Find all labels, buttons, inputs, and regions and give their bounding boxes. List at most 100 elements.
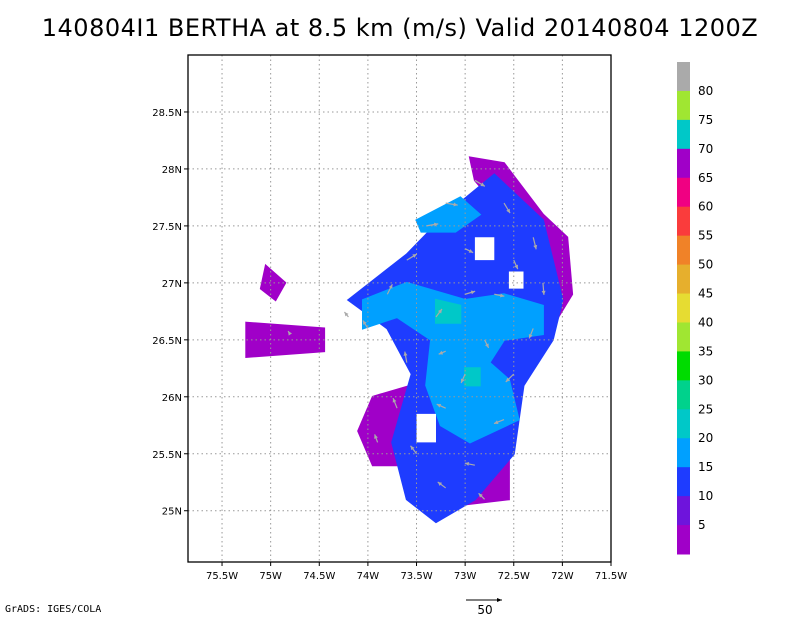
- colorbar-label: 5: [698, 518, 706, 532]
- x-tick-label: 75.5W: [206, 571, 238, 582]
- y-tick-label: 28N: [162, 165, 182, 176]
- colorbar-segment: [677, 293, 690, 323]
- wind-region-teal: [464, 367, 481, 387]
- y-tick-label: 28.5N: [152, 108, 182, 119]
- wind-speed-shading: [245, 156, 574, 524]
- colorbar-segment: [677, 235, 690, 266]
- y-tick-label: 26N: [162, 393, 182, 404]
- colorbar-label: 60: [698, 200, 713, 214]
- colorbar-label: 80: [698, 84, 713, 98]
- colorbar-segment: [677, 148, 690, 179]
- colorbar-label: 15: [698, 460, 713, 474]
- wind-vector: [406, 253, 418, 261]
- wind-vector: [484, 339, 490, 349]
- colorbar-segment: [677, 409, 690, 439]
- colorbar-label: 35: [698, 344, 713, 358]
- colorbar-segment: [677, 438, 690, 468]
- colorbar-segment: [677, 467, 690, 497]
- wind-region-light-blue: [415, 196, 482, 233]
- wind-vectors: [287, 179, 546, 500]
- y-tick-label: 27N: [162, 279, 182, 290]
- wind-vector: [374, 434, 379, 443]
- missing-data-hole: [416, 413, 436, 443]
- x-tick-label: 72.5W: [498, 571, 530, 582]
- y-tick-label: 26.5N: [152, 336, 182, 347]
- wind-vector: [445, 202, 458, 207]
- colorbar-label: 20: [698, 431, 713, 445]
- colorbar-segment: [677, 90, 690, 121]
- wind-vector: [438, 350, 446, 355]
- colorbar-segment: [677, 525, 690, 555]
- colorbar-label: 65: [698, 171, 713, 185]
- x-tick-label: 75W: [259, 571, 282, 582]
- wind-vector: [464, 290, 476, 295]
- wind-vector: [437, 481, 447, 489]
- wind-vector: [362, 320, 369, 329]
- colorbar-segment: [677, 119, 690, 150]
- wind-vector: [474, 179, 486, 187]
- colorbar-label: 50: [698, 258, 713, 272]
- y-axis-ticks: 25N 25.5N 26N 26.5N 27N 27.5N 28N 28.5N: [152, 108, 188, 518]
- x-tick-label: 72W: [551, 571, 574, 582]
- missing-data-holes: [416, 237, 524, 443]
- chart-title: 140804I1 BERTHA at 8.5 km (m/s) Valid 20…: [41, 14, 759, 42]
- colorbar-segment: [677, 62, 690, 92]
- wind-vector: [541, 282, 546, 295]
- wind-vector: [410, 445, 417, 455]
- wind-vector: [532, 237, 538, 250]
- colorbar-label: 70: [698, 142, 713, 156]
- grads-credit: GrADS: IGES/COLA: [5, 604, 102, 615]
- colorbar-segment: [677, 496, 690, 526]
- wind-vector: [464, 461, 475, 466]
- colorbar-segment: [677, 380, 690, 410]
- colorbar-segment: [677, 351, 690, 381]
- wind-region-purple: [259, 263, 287, 302]
- y-tick-label: 25.5N: [152, 450, 182, 461]
- wind-vector: [464, 248, 474, 254]
- x-axis-ticks: 75.5W 75W 74.5W 74W 73.5W 73W 72.5W 72W 71.5W: [206, 562, 627, 582]
- colorbar-label: 10: [698, 489, 713, 503]
- reference-vector: 50: [466, 598, 502, 617]
- wind-vector: [436, 403, 446, 409]
- colorbar-label: 55: [698, 229, 713, 243]
- lat-lon-grid: [188, 55, 611, 562]
- x-tick-label: 74.5W: [303, 571, 335, 582]
- y-tick-label: 25N: [162, 507, 182, 518]
- wind-vector: [460, 373, 466, 384]
- wind-vector: [287, 330, 292, 336]
- colorbar-segment: [677, 264, 690, 295]
- wind-vector: [403, 351, 408, 363]
- wind-vector: [513, 259, 519, 270]
- wind-region-purple: [245, 321, 326, 358]
- wind-vector: [392, 397, 398, 409]
- wind-vector: [343, 311, 349, 318]
- wind-vector: [435, 308, 443, 318]
- wind-vector: [505, 373, 515, 383]
- reference-vector-label: 50: [477, 603, 492, 617]
- wind-vector: [503, 202, 511, 214]
- plot-frame: [187, 54, 612, 563]
- x-tick-label: 74W: [357, 571, 380, 582]
- missing-data-hole: [474, 237, 495, 261]
- wind-vector: [386, 283, 393, 295]
- x-tick-label: 73.5W: [400, 571, 432, 582]
- wind-vector: [426, 222, 439, 227]
- colorbar-label: 40: [698, 315, 713, 329]
- wind-vector: [528, 328, 534, 339]
- colorbar-label: 30: [698, 373, 713, 387]
- wind-region-teal: [435, 298, 462, 324]
- colorbar-label: 25: [698, 402, 713, 416]
- colorbar-segment: [677, 206, 690, 237]
- wind-vector: [493, 419, 505, 425]
- x-tick-label: 73W: [454, 571, 477, 582]
- wind-vector: [494, 293, 505, 298]
- colorbar: 5 10 15 20 25 30 35 40 45 50 55 60 65 70 75 80: [677, 62, 713, 555]
- colorbar-segment: [677, 322, 690, 352]
- x-tick-label: 71.5W: [595, 571, 627, 582]
- missing-data-hole: [508, 271, 524, 289]
- colorbar-label: 75: [698, 113, 713, 127]
- wind-vector: [478, 492, 486, 500]
- colorbar-label: 45: [698, 287, 713, 301]
- y-tick-label: 27.5N: [152, 222, 182, 233]
